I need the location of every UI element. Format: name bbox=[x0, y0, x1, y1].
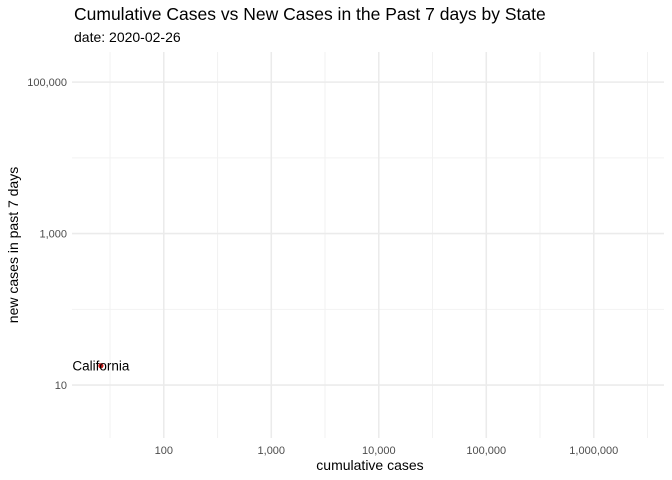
y-tick-label: 10 bbox=[55, 380, 67, 392]
data-point-label: California bbox=[72, 359, 130, 374]
y-tick-label: 100,000 bbox=[27, 77, 67, 89]
x-axis-title: cumulative cases bbox=[316, 457, 423, 473]
chart-title: Cumulative Cases vs New Cases in the Pas… bbox=[74, 4, 546, 24]
data-point bbox=[98, 363, 104, 369]
x-tick-label: 100 bbox=[155, 445, 173, 457]
chart-subtitle: date: 2020-02-26 bbox=[74, 29, 181, 45]
x-tick-label: 100,000 bbox=[466, 445, 506, 457]
y-tick-label: 1,000 bbox=[39, 229, 67, 241]
x-tick-label: 1,000 bbox=[258, 445, 286, 457]
x-tick-label: 10,000 bbox=[362, 445, 396, 457]
y-axis-title: new cases in past 7 days bbox=[5, 167, 21, 323]
x-tick-label: 1,000,000 bbox=[569, 445, 618, 457]
